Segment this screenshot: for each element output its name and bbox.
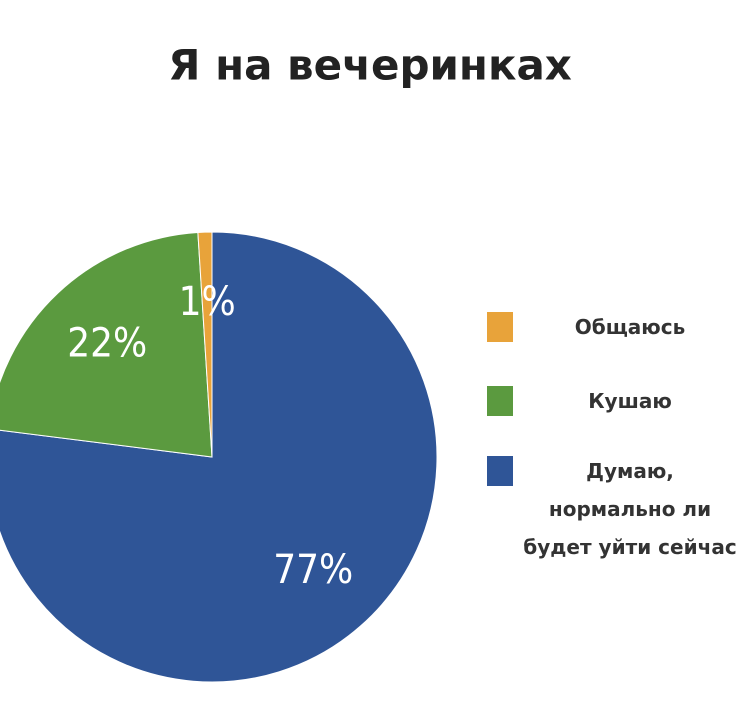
legend-swatch: [487, 456, 513, 486]
legend-label: Кушаю: [588, 389, 672, 413]
legend-swatch: [487, 312, 513, 342]
legend-label: Общаюсь: [574, 315, 686, 339]
slice-label: 1%: [179, 279, 236, 325]
pie-slice: [0, 231, 213, 458]
slice-label: 22%: [67, 320, 147, 366]
pie-slice: [197, 231, 213, 458]
legend-swatch: [487, 386, 513, 416]
legend-label: Думаю, нормально ли будет уйти сейчас: [523, 459, 737, 559]
pie-slice: [0, 231, 438, 683]
chart-title: Я на вечеринках: [168, 41, 572, 90]
slice-label: 77%: [273, 547, 353, 593]
